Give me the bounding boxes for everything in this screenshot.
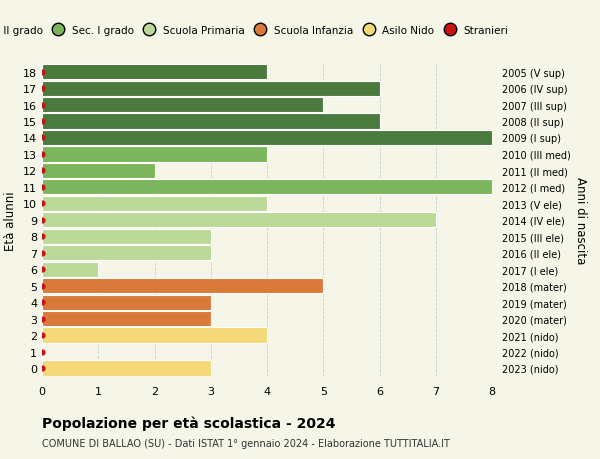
Y-axis label: Anni di nascita: Anni di nascita bbox=[574, 177, 587, 264]
Bar bbox=[42, 213, 436, 228]
Bar bbox=[42, 147, 267, 162]
Bar bbox=[42, 361, 211, 376]
Bar bbox=[42, 295, 211, 310]
Bar bbox=[42, 311, 211, 326]
Y-axis label: Età alunni: Età alunni bbox=[4, 190, 17, 250]
Bar bbox=[42, 81, 380, 96]
Text: COMUNE DI BALLAO (SU) - Dati ISTAT 1° gennaio 2024 - Elaborazione TUTTITALIA.IT: COMUNE DI BALLAO (SU) - Dati ISTAT 1° ge… bbox=[42, 438, 450, 448]
Legend: Sec. II grado, Sec. I grado, Scuola Primaria, Scuola Infanzia, Asilo Nido, Stran: Sec. II grado, Sec. I grado, Scuola Prim… bbox=[0, 26, 508, 36]
Bar bbox=[42, 180, 492, 195]
Bar bbox=[42, 229, 211, 244]
Bar bbox=[42, 114, 380, 129]
Bar bbox=[42, 262, 98, 277]
Bar bbox=[42, 131, 492, 146]
Bar bbox=[42, 163, 155, 179]
Bar bbox=[42, 328, 267, 343]
Bar bbox=[42, 246, 211, 261]
Bar bbox=[42, 279, 323, 294]
Bar bbox=[42, 196, 267, 212]
Bar bbox=[42, 65, 267, 80]
Text: Popolazione per età scolastica - 2024: Popolazione per età scolastica - 2024 bbox=[42, 415, 335, 430]
Bar bbox=[42, 98, 323, 113]
